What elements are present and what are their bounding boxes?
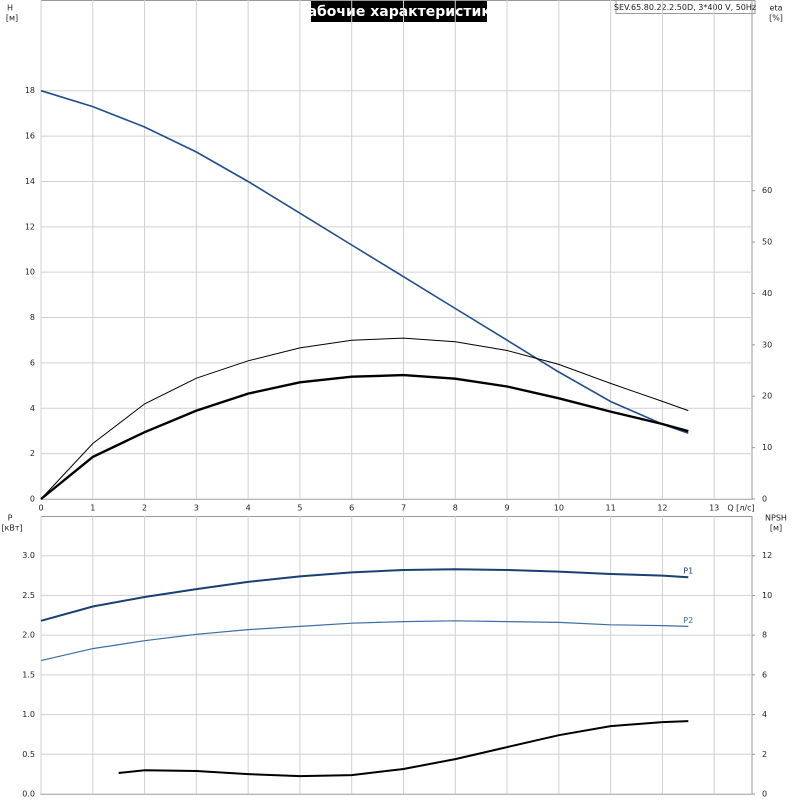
x-tick-label: 6 — [349, 504, 354, 513]
y-tick-label: 14 — [25, 177, 35, 186]
y-tick-label: 10 — [25, 268, 35, 277]
x-tick-label: 1 — [90, 504, 95, 513]
y2-tick-label: 6 — [762, 670, 767, 679]
y2-tick-label: 8 — [762, 631, 767, 640]
curve — [40, 89, 689, 434]
y2-tick-label: 30 — [762, 340, 772, 349]
plot-area — [40, 0, 753, 500]
y-tick-label: 1.0 — [22, 710, 35, 719]
y2-tick-label: 12 — [762, 551, 772, 560]
x-tick-label: 13 — [709, 504, 719, 513]
y2-axis-label: NPSH — [765, 514, 787, 523]
curve — [40, 373, 689, 500]
y2-tick-label: 20 — [762, 392, 772, 401]
y-axis-unit: [м] — [6, 14, 18, 23]
chart-title: Рабочие характеристики — [297, 4, 500, 20]
y2-tick-label: 40 — [762, 289, 772, 298]
y2-tick-label: 4 — [762, 710, 767, 719]
y-tick-label: 0.0 — [22, 790, 35, 799]
y2-tick-label: 60 — [762, 186, 772, 195]
y2-tick-label: 10 — [762, 591, 772, 600]
y2-tick-label: 0 — [762, 790, 767, 799]
series-label: P2 — [683, 616, 693, 625]
y2-tick-label: 10 — [762, 443, 772, 452]
y-tick-label: 12 — [25, 222, 35, 231]
y-tick-label: 0.5 — [22, 750, 35, 759]
x-tick-label: 2 — [142, 504, 147, 513]
y-tick-label: 16 — [25, 132, 35, 141]
x-tick-label: 10 — [554, 504, 564, 513]
x-tick-label: 5 — [297, 504, 302, 513]
y2-axis-unit: [м] — [770, 524, 782, 533]
y-tick-label: 18 — [25, 86, 35, 95]
title-box — [311, 0, 487, 22]
y-tick-label: 0 — [30, 495, 35, 504]
y2-tick-label: 50 — [762, 238, 772, 247]
x-tick-label: 3 — [194, 504, 199, 513]
y2-axis-unit: [%] — [769, 14, 783, 23]
y2-tick-label: 2 — [762, 750, 767, 759]
y-tick-label: 1.5 — [22, 670, 35, 679]
x-tick-label: 12 — [657, 504, 667, 513]
y-tick-label: 2.5 — [22, 591, 35, 600]
y-tick-label: 4 — [30, 404, 35, 413]
y2-axis-label: eta — [770, 4, 783, 13]
plot-area — [40, 516, 753, 795]
x-tick-label: 7 — [401, 504, 406, 513]
y-tick-label: 8 — [30, 313, 35, 322]
y-tick-label: 2.0 — [22, 631, 35, 640]
y-tick-label: 3.0 — [22, 551, 35, 560]
y-tick-label: 6 — [30, 358, 35, 367]
curve — [118, 720, 689, 778]
x-tick-label: 0 — [38, 504, 43, 513]
x-tick-label: 8 — [453, 504, 458, 513]
model-label: SEV.65.80.22.2.50D, 3*400 V, 50Hz — [614, 3, 756, 12]
curve — [40, 620, 689, 662]
x-tick-label: 4 — [246, 504, 251, 513]
y-tick-label: 2 — [30, 449, 35, 458]
x-tick-label: 11 — [606, 504, 616, 513]
series-label: P1 — [683, 567, 693, 576]
curve — [40, 337, 689, 500]
y-axis-unit: [кВт] — [1, 524, 22, 533]
curve — [40, 568, 689, 622]
y2-tick-label: 0 — [762, 495, 767, 504]
x-tick-label: 9 — [505, 504, 510, 513]
y-axis-label: P — [8, 514, 13, 523]
x-axis-label: Q [л/с] — [727, 504, 754, 513]
y-axis-label: H — [7, 4, 13, 13]
